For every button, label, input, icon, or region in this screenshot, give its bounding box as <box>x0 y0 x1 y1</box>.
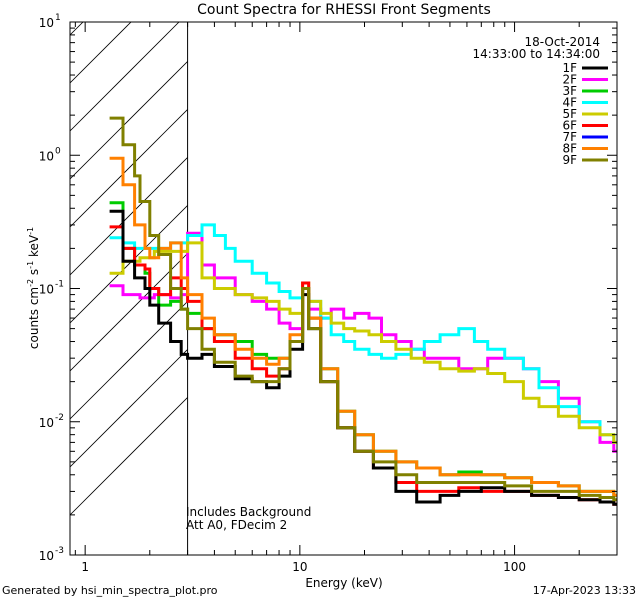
hatch-line <box>70 301 188 420</box>
y-tick-exponent: -2 <box>55 413 64 423</box>
y-label-s: s <box>27 269 41 279</box>
y-label-main: counts cm <box>27 287 41 349</box>
hatch-line <box>70 22 132 84</box>
y-tick-exponent: 1 <box>55 13 61 23</box>
legend-label-3f: 3F <box>562 84 577 98</box>
y-tick-exponent: -1 <box>55 280 64 290</box>
note-background: Includes Background <box>186 505 311 519</box>
legend-label-2f: 2F <box>562 73 577 87</box>
series-line-4f <box>109 223 617 444</box>
y-label-kev: keV <box>27 234 41 261</box>
hatch-line <box>70 253 188 372</box>
hatch-line <box>70 109 188 228</box>
hatch-line <box>70 22 84 36</box>
chart-title: Count Spectra for RHESSI Front Segments <box>197 2 491 18</box>
y-tick-label: 10 <box>39 283 54 297</box>
legend-label-7f: 7F <box>562 130 577 144</box>
series-line-1f <box>109 209 617 506</box>
y-tick-label: 10 <box>39 16 54 30</box>
footer-generated-by: Generated by hsi_min_spectra_plot.pro <box>2 584 218 597</box>
legend-label-5f: 5F <box>562 107 577 121</box>
series-line-2f <box>109 231 617 453</box>
hatch-line <box>70 22 180 132</box>
hatch-line <box>70 61 188 180</box>
y-label-sup-cm: -2 <box>26 279 35 287</box>
legend-label-1f: 1F <box>562 61 577 75</box>
legend-label-6f: 6F <box>562 119 577 133</box>
legend-label-9f: 9F <box>562 153 577 167</box>
chart-time-range: 14:33:00 to 14:34:00 <box>473 47 600 61</box>
x-tick-label: 100 <box>503 560 526 574</box>
y-tick-exponent: 0 <box>55 146 61 156</box>
series-lines <box>109 116 617 506</box>
chart-date: 18-Oct-2014 <box>524 35 600 49</box>
hatch-line <box>70 397 188 516</box>
legend-label-4f: 4F <box>562 96 577 110</box>
y-axis-label: counts cm-2 s-1 keV-1 <box>26 227 41 349</box>
x-tick-label: 10 <box>292 560 307 574</box>
footer-timestamp: 17-Apr-2023 13:33 <box>533 584 636 597</box>
x-axis-label: Energy (keV) <box>305 576 382 590</box>
hatch-line <box>70 349 188 468</box>
legend-label-8f: 8F <box>562 142 577 156</box>
y-label-sup-s: -1 <box>26 261 35 269</box>
y-tick-exponent: -3 <box>55 546 64 556</box>
y-label-sup-kev: -1 <box>26 227 35 235</box>
series-line-8f <box>109 156 617 497</box>
series-line-6f <box>109 225 617 506</box>
hatch-line <box>70 205 188 324</box>
series-line-9f <box>109 116 617 502</box>
series-line-5f <box>109 241 617 444</box>
y-tick-label: 10 <box>39 149 54 163</box>
hatch-line <box>70 157 188 276</box>
x-tick-label: 1 <box>81 560 89 574</box>
y-tick-label: 10 <box>39 416 54 430</box>
note-attenuator: Att A0, FDecim 2 <box>186 518 287 532</box>
y-tick-label: 10 <box>39 549 54 563</box>
